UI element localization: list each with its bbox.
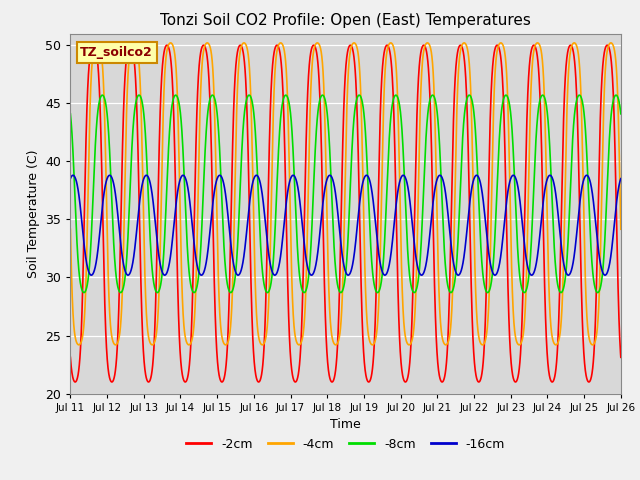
Legend: -2cm, -4cm, -8cm, -16cm: -2cm, -4cm, -8cm, -16cm	[181, 433, 510, 456]
Y-axis label: Soil Temperature (C): Soil Temperature (C)	[27, 149, 40, 278]
Title: Tonzi Soil CO2 Profile: Open (East) Temperatures: Tonzi Soil CO2 Profile: Open (East) Temp…	[160, 13, 531, 28]
Text: TZ_soilco2: TZ_soilco2	[80, 46, 153, 59]
X-axis label: Time: Time	[330, 418, 361, 431]
